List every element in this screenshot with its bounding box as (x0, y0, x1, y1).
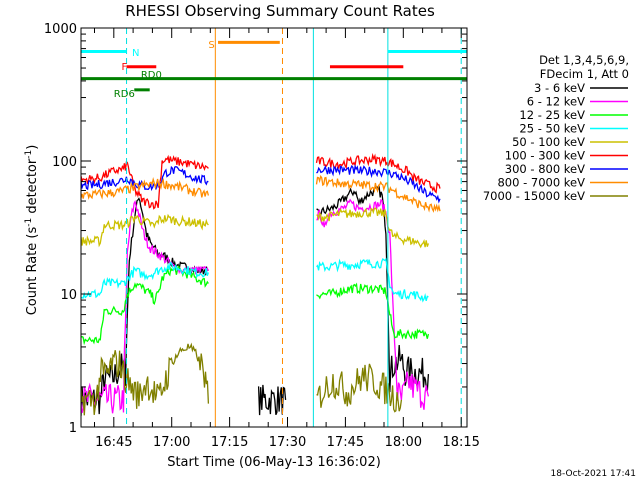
series-line-7-seg-0 (81, 177, 210, 201)
x-axis-label: Start Time (06-May-13 16:36:02) (167, 455, 381, 470)
x-tick-label-1: 17:00 (153, 435, 190, 450)
flag-label-7: RD0 (141, 70, 162, 81)
series-line-7-seg-1 (315, 174, 441, 213)
y-tick-label-1: 10 (60, 288, 77, 303)
x-tick-label-4: 17:45 (327, 435, 364, 450)
x-tick-label-5: 18:00 (385, 435, 422, 450)
series-line-6-seg-0 (81, 165, 209, 192)
series-line-3-seg-0 (81, 261, 210, 299)
series-line-8-seg-0 (81, 342, 210, 416)
legend-label-3: 25 - 50 keV (519, 122, 585, 136)
series-line-2-seg-1 (316, 282, 430, 341)
vline-layer (126, 28, 462, 427)
x-tick-label-2: 17:15 (211, 435, 248, 450)
series-line-8-seg-1 (316, 363, 403, 413)
series-line-5-seg-0 (81, 154, 209, 210)
flag-label-2: F (122, 62, 128, 73)
plot-frame (80, 27, 468, 428)
flag-label-0: N (132, 48, 139, 59)
series-line-0-seg-1 (257, 384, 287, 416)
series-line-3-seg-1 (316, 257, 429, 303)
y-tick-label-3: 1000 (44, 22, 77, 37)
series-line-4-seg-1 (316, 207, 430, 249)
legend-header-line-1: Det 1,3,4,5,6,9, (539, 53, 629, 67)
flag-label-6: RD6 (114, 89, 135, 100)
legend: Det 1,3,4,5,6,9, FDecim 1, Att 0 3 - 6 k… (483, 53, 629, 203)
chart-title: RHESSI Observing Summary Count Rates (125, 2, 435, 20)
legend-label-5: 100 - 300 keV (505, 149, 585, 163)
x-axis: 16:45 17:00 17:15 17:30 17:45 18:00 18:15 (94, 28, 480, 450)
y-axis-label: Count Rate (s-1 detector-1) (24, 145, 40, 316)
series-line-5-seg-1 (315, 152, 441, 194)
legend-label-4: 50 - 100 keV (512, 135, 585, 149)
legend-label-6: 300 - 800 keV (505, 162, 585, 176)
flag-layer: NF S RD6 RD0 (81, 40, 467, 100)
x-tick-label-0: 16:45 (95, 435, 132, 450)
series-line-6-seg-1 (316, 164, 441, 204)
legend-label-2: 12 - 25 keV (519, 108, 585, 122)
legend-label-1: 6 - 12 keV (527, 95, 585, 109)
y-tick-label-0: 1 (69, 421, 77, 436)
legend-label-0: 3 - 6 keV (534, 81, 585, 95)
legend-label-7: 800 - 7000 keV (497, 176, 585, 190)
y-axis: 1 10 100 1000 (44, 22, 467, 436)
timestamp: 18-Oct-2021 17:41 (551, 469, 636, 479)
y-tick-label-2: 100 (52, 155, 77, 170)
series-layer (81, 152, 441, 416)
series-line-4-seg-0 (81, 213, 209, 248)
series-line-2-seg-0 (81, 265, 209, 346)
series-line-0-seg-0 (81, 197, 209, 416)
legend-label-8: 7000 - 15000 keV (483, 189, 585, 203)
legend-header-line-2: FDecim 1, Att 0 (540, 67, 629, 81)
flag-label-4: S (208, 40, 214, 51)
x-tick-label-6: 18:15 (442, 435, 479, 450)
x-tick-label-3: 17:30 (269, 435, 306, 450)
